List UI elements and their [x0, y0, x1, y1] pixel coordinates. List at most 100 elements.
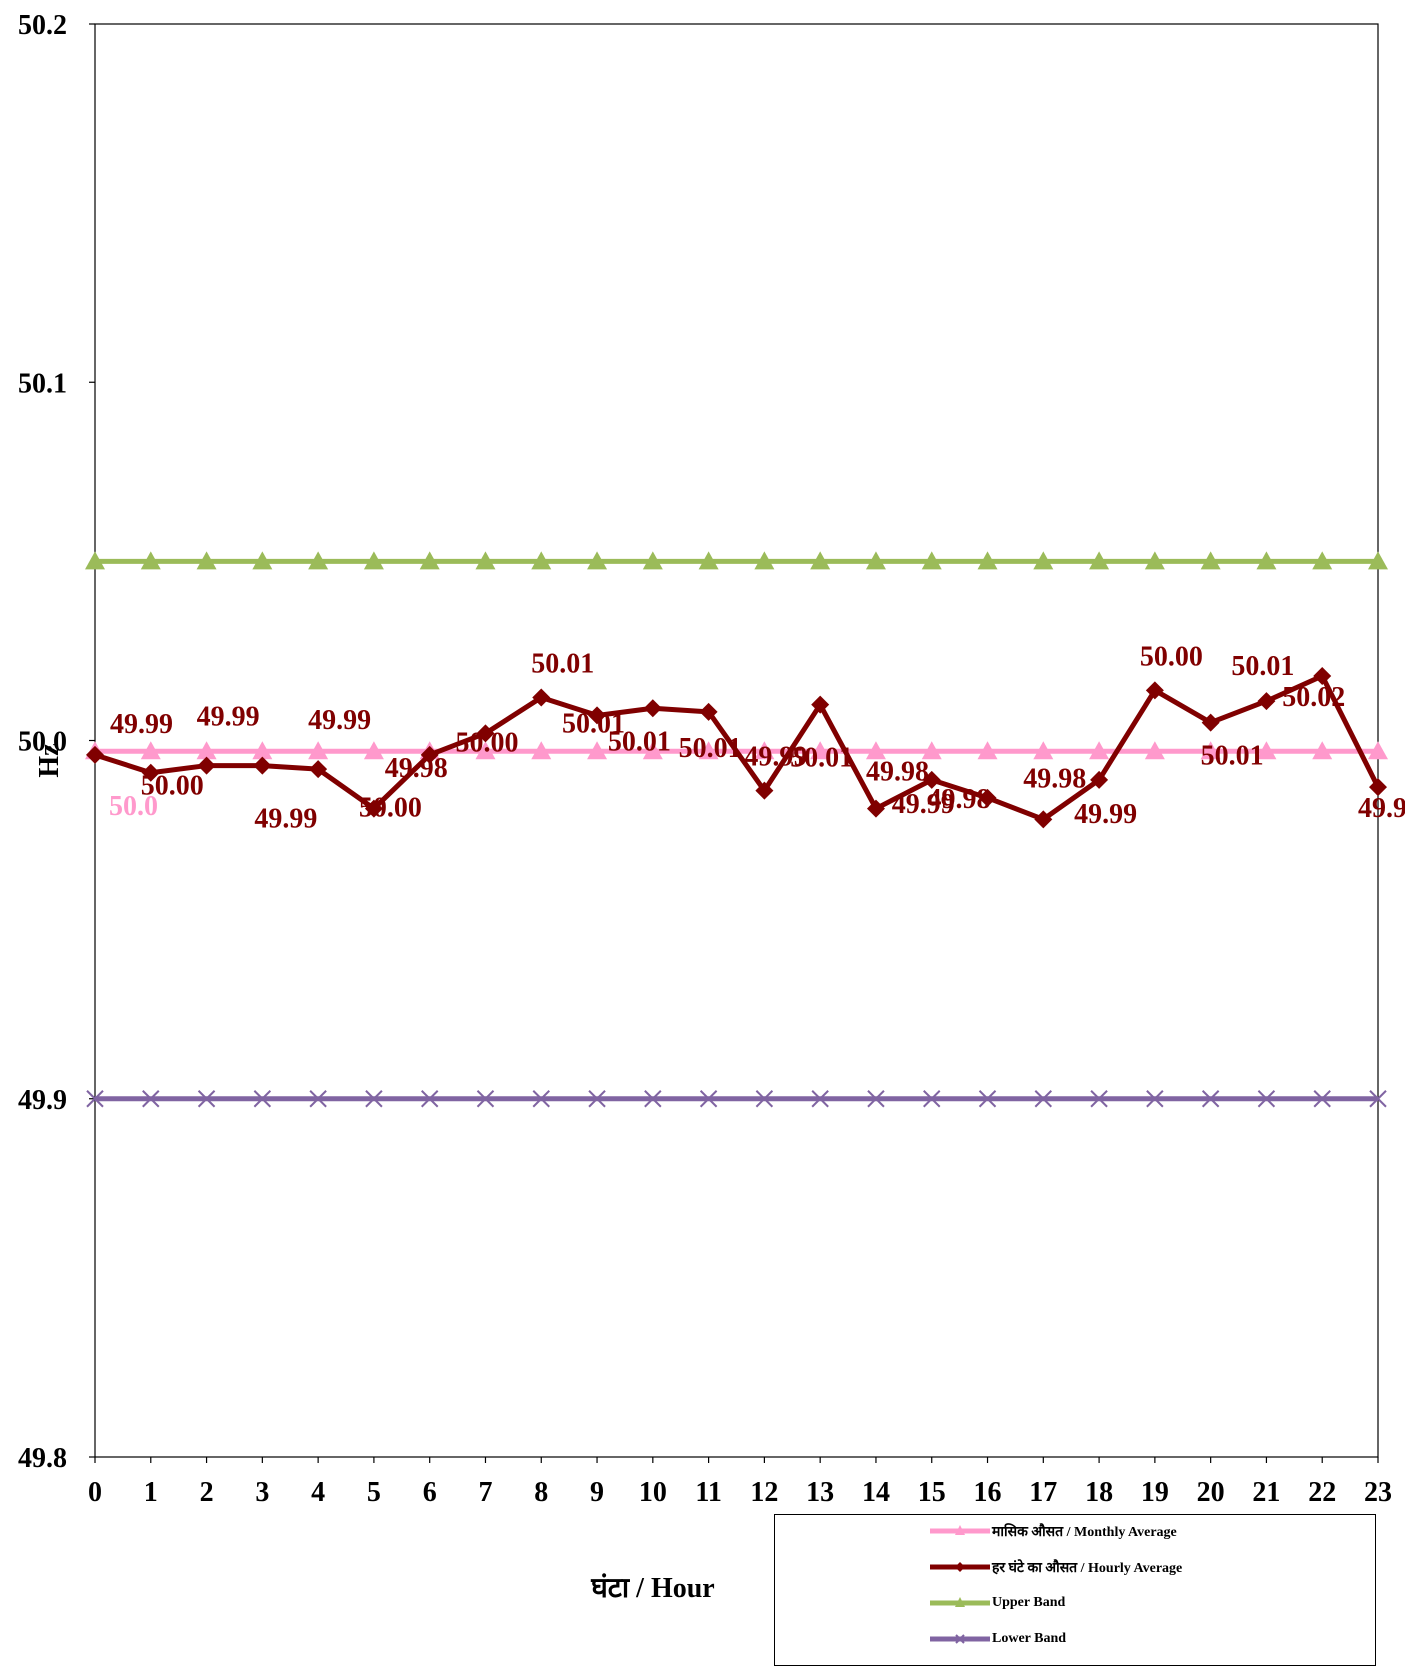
diamond-marker	[811, 695, 830, 714]
data-label-hourly: 50.00	[359, 793, 422, 824]
legend-item-hourly-average: हर घंटे का औसत / Hourly Average	[930, 1555, 1182, 1579]
diamond-marker	[1369, 778, 1387, 797]
legend-swatch-monthly-average	[930, 1525, 990, 1535]
diamond-marker	[866, 799, 885, 818]
triangle-marker	[140, 551, 161, 570]
diamond-marker	[978, 788, 997, 807]
y-tick-label: 50.1	[18, 368, 67, 399]
x-tick-label: 17	[1029, 1477, 1057, 1508]
data-labels: 49.9950.0049.9949.9949.9950.0049.9850.00…	[109, 641, 1405, 834]
triangle-marker	[810, 551, 831, 570]
chart-legend: मासिक औसत / Monthly Average हर घंटे का औ…	[774, 1514, 1376, 1666]
triangle-marker	[642, 741, 663, 760]
legend-item-upper-band: Upper Band	[930, 1591, 1065, 1615]
diamond-marker	[699, 702, 718, 721]
triangle-marker	[531, 741, 552, 760]
y-tick-label: 49.9	[18, 1085, 67, 1116]
x-tick-label: 3	[255, 1477, 269, 1508]
x-axis-ticks: 0 1 2 3 4 5 6 7 8 9 10 11 12 13 14 15 16 17 18 19 20 21 22 23	[88, 1457, 1392, 1508]
triangle-marker	[921, 741, 942, 760]
x-marker	[1257, 1090, 1276, 1108]
x-marker	[365, 1090, 383, 1108]
x-tick-label: 12	[750, 1477, 778, 1508]
triangle-marker	[252, 551, 273, 570]
series-0	[85, 741, 1388, 760]
triangle-marker	[475, 741, 496, 760]
x-marker	[253, 1090, 272, 1108]
triangle-marker	[1033, 551, 1054, 570]
diamond-marker	[141, 763, 160, 782]
triangle-marker	[1089, 551, 1110, 570]
triangle-marker	[977, 551, 998, 570]
data-label-hourly: 49.99	[1074, 799, 1137, 830]
y-axis-title: Hz	[34, 743, 65, 777]
data-label-hourly: 49.99	[254, 804, 317, 835]
legend-item-monthly-average: मासिक औसत / Monthly Average	[930, 1519, 1177, 1543]
data-label-hourly: 49.99	[892, 789, 955, 820]
triangle-marker	[1368, 551, 1388, 570]
x-marker	[755, 1090, 774, 1108]
x-marker	[923, 1090, 941, 1108]
x-marker	[978, 1090, 997, 1108]
diamond-marker	[1145, 681, 1164, 700]
y-tick-label: 50.2	[18, 10, 67, 41]
series-2	[85, 551, 1388, 570]
x-marker	[197, 1090, 216, 1108]
diamond-marker	[643, 699, 662, 718]
x-marker	[532, 1090, 550, 1108]
x-tick-label: 4	[311, 1477, 325, 1508]
series-3	[86, 1090, 1387, 1108]
triangle-marker	[196, 551, 217, 570]
triangle-marker	[1200, 551, 1221, 570]
x-tick-label: 2	[200, 1477, 214, 1508]
x-marker	[1090, 1090, 1108, 1108]
data-label-hourly: 49.99	[1358, 793, 1405, 824]
legend-swatch-upper-band	[930, 1597, 990, 1607]
triangle-marker	[363, 741, 384, 760]
data-label-hourly: 50.01	[1201, 741, 1264, 772]
x-tick-label: 20	[1197, 1477, 1225, 1508]
y-tick-label: 50.0	[18, 727, 67, 758]
data-label-hourly: 50.01	[790, 743, 853, 774]
data-label-monthly: 50.0	[109, 791, 158, 822]
legend-label-lower-band: Lower Band	[992, 1631, 1067, 1646]
diamond-marker	[532, 688, 551, 707]
data-label-hourly: 50.01	[531, 649, 594, 680]
series-layer	[85, 551, 1388, 1108]
triangle-marker	[810, 741, 831, 760]
x-marker	[1201, 1090, 1220, 1108]
triangle-marker	[419, 551, 440, 570]
data-label-hourly: 49.98	[928, 784, 991, 815]
x-tick-label: 6	[423, 1477, 437, 1508]
x-marker	[86, 1090, 104, 1108]
triangle-marker	[85, 551, 105, 570]
diamond-marker	[364, 799, 383, 818]
triangle-marker	[1089, 741, 1110, 760]
x-tick-label: 1	[144, 1477, 158, 1508]
x-tick-label: 0	[88, 1477, 102, 1508]
diamond-marker	[253, 756, 272, 775]
triangle-marker	[698, 551, 719, 570]
data-label-hourly: 49.99	[308, 705, 371, 736]
series-line	[94, 673, 1381, 822]
x-tick-label: 13	[806, 1477, 834, 1508]
data-label-hourly: 49.99	[744, 742, 807, 773]
y-tick-label: 49.8	[18, 1443, 67, 1474]
x-marker	[699, 1090, 718, 1108]
x-marker	[811, 1090, 829, 1108]
data-label-hourly: 50.01	[562, 708, 625, 739]
x-axis-title: घंटा / Hour	[590, 1573, 714, 1604]
triangle-marker	[754, 551, 775, 570]
x-marker	[867, 1090, 885, 1108]
x-marker	[476, 1090, 495, 1108]
x-marker	[309, 1090, 327, 1108]
x-marker	[644, 1090, 662, 1108]
triangle-marker	[754, 741, 775, 760]
x-tick-label: 18	[1085, 1477, 1113, 1508]
triangle-marker	[140, 741, 161, 760]
x-marker	[1146, 1090, 1164, 1108]
diamond-marker	[922, 770, 941, 789]
data-label-hourly: 50.00	[1140, 641, 1203, 672]
diamond-marker	[86, 745, 104, 764]
